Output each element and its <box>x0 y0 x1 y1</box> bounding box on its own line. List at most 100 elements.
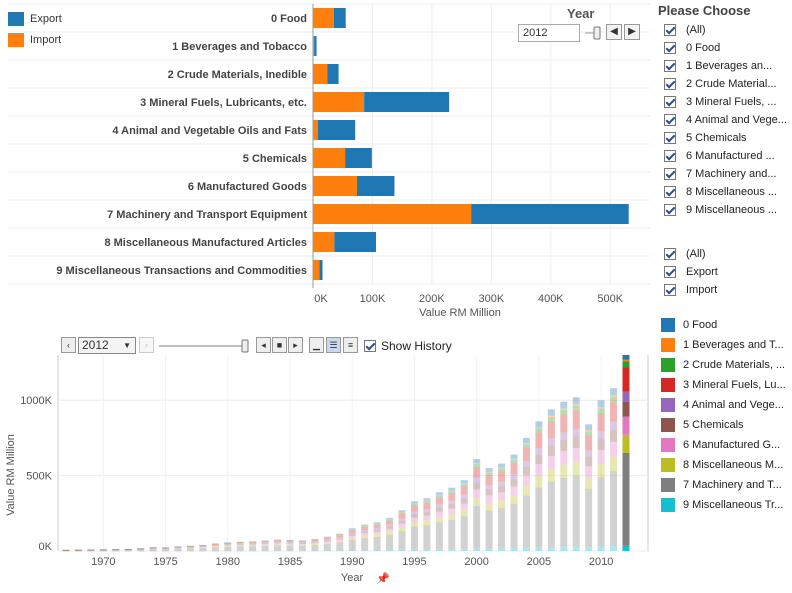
category-filter-item[interactable]: 8 Miscellaneous ... <box>664 186 777 198</box>
history-column-segment[interactable] <box>274 539 282 541</box>
history-column-segment[interactable] <box>261 544 269 546</box>
history-column-segment[interactable] <box>298 541 306 543</box>
history-column-segment[interactable] <box>398 523 406 528</box>
history-column-segment[interactable] <box>249 543 257 545</box>
history-column-segment[interactable] <box>597 408 605 414</box>
history-column-segment[interactable] <box>522 443 530 445</box>
checkbox[interactable] <box>664 96 676 108</box>
bar-import[interactable] <box>313 176 357 196</box>
history-column-segment[interactable] <box>585 431 593 436</box>
history-column-segment[interactable] <box>74 550 82 551</box>
history-column-segment[interactable] <box>298 544 306 546</box>
history-column-segment[interactable] <box>112 549 120 551</box>
history-column-segment[interactable] <box>211 543 219 544</box>
history-column-segment[interactable] <box>547 445 555 457</box>
checkbox[interactable] <box>664 60 676 72</box>
history-column-segment[interactable] <box>87 549 95 551</box>
history-column-segment[interactable] <box>386 524 394 527</box>
speed-fast-button[interactable]: ≡ <box>343 337 358 353</box>
history-column-segment[interactable] <box>249 543 257 544</box>
history-column-segment[interactable] <box>410 503 418 506</box>
history-column-segment[interactable] <box>547 438 555 446</box>
history-column-segment[interactable] <box>622 359 630 362</box>
history-column-segment[interactable] <box>435 511 443 517</box>
bar-export[interactable] <box>356 176 395 196</box>
history-column-segment[interactable] <box>87 550 95 552</box>
history-column-segment[interactable] <box>361 526 369 527</box>
history-column-segment[interactable] <box>560 450 568 465</box>
history-column-segment[interactable] <box>510 548 518 551</box>
category-filter-item[interactable]: 2 Crude Material... <box>664 78 776 90</box>
color-legend-item[interactable]: 8 Miscellaneous M... <box>661 458 783 472</box>
step-back-button[interactable]: ◂ <box>256 337 271 353</box>
history-column-segment[interactable] <box>62 549 70 551</box>
history-column-segment[interactable] <box>186 547 194 548</box>
history-column-segment[interactable] <box>274 541 282 543</box>
history-column-segment[interactable] <box>560 414 568 433</box>
history-column-segment[interactable] <box>62 549 70 551</box>
history-column-segment[interactable] <box>361 550 369 551</box>
history-column-segment[interactable] <box>236 543 244 545</box>
history-column-segment[interactable] <box>560 408 568 410</box>
history-column-segment[interactable] <box>610 388 618 396</box>
history-column-segment[interactable] <box>137 548 145 549</box>
pin-icon[interactable]: 📌 <box>376 571 390 585</box>
history-column-segment[interactable] <box>448 503 456 509</box>
history-column-segment[interactable] <box>112 549 120 550</box>
history-column-segment[interactable] <box>522 437 530 444</box>
speed-medium-button[interactable]: ☰ <box>326 337 341 353</box>
history-column-segment[interactable] <box>149 547 157 549</box>
history-column-segment[interactable] <box>124 549 132 551</box>
history-column-segment[interactable] <box>473 466 481 478</box>
history-column-segment[interactable] <box>336 539 344 541</box>
history-column-segment[interactable] <box>261 542 269 544</box>
history-column-segment[interactable] <box>560 432 568 440</box>
bar-import[interactable] <box>313 36 315 56</box>
history-column-segment[interactable] <box>510 459 518 463</box>
history-column-segment[interactable] <box>597 463 605 478</box>
history-column-segment[interactable] <box>323 550 331 552</box>
history-column-segment[interactable] <box>448 493 456 501</box>
history-column-segment[interactable] <box>610 402 618 422</box>
history-column-segment[interactable] <box>560 439 568 451</box>
history-column-segment[interactable] <box>522 485 530 496</box>
history-column-segment[interactable] <box>62 550 70 552</box>
history-column-segment[interactable] <box>162 548 170 549</box>
history-column-segment[interactable] <box>510 474 518 480</box>
history-column-segment[interactable] <box>572 397 580 405</box>
history-column-segment[interactable] <box>460 486 468 495</box>
checkbox[interactable] <box>664 78 676 90</box>
history-column-segment[interactable] <box>348 529 356 530</box>
history-column-segment[interactable] <box>460 503 468 510</box>
history-column-segment[interactable] <box>610 456 618 472</box>
history-column-segment[interactable] <box>274 540 282 541</box>
bar-import[interactable] <box>313 120 318 140</box>
history-column-segment[interactable] <box>485 502 493 511</box>
history-column-segment[interactable] <box>423 525 431 550</box>
year-next-button[interactable]: ▶ <box>624 24 640 40</box>
bar-import[interactable] <box>313 232 335 252</box>
history-column-segment[interactable] <box>137 549 145 550</box>
history-column-segment[interactable] <box>435 507 443 512</box>
history-column-segment[interactable] <box>211 545 219 547</box>
history-column-segment[interactable] <box>410 505 418 512</box>
history-column-segment[interactable] <box>112 549 120 551</box>
history-column-segment[interactable] <box>423 520 431 526</box>
history-column-segment[interactable] <box>112 550 120 551</box>
history-column-segment[interactable] <box>448 549 456 551</box>
history-column-segment[interactable] <box>336 542 344 551</box>
history-column-segment[interactable] <box>199 545 207 546</box>
bar-export[interactable] <box>345 148 372 168</box>
color-legend-item[interactable]: 3 Mineral Fuels, Lu... <box>661 378 786 392</box>
history-column-segment[interactable] <box>485 468 493 472</box>
history-column-segment[interactable] <box>585 466 593 478</box>
trade-filter-item[interactable]: (All) <box>664 248 706 260</box>
history-column-segment[interactable] <box>597 477 605 547</box>
history-column-segment[interactable] <box>274 544 282 546</box>
history-column-segment[interactable] <box>535 464 543 476</box>
bar-import[interactable] <box>313 64 328 84</box>
history-column-segment[interactable] <box>224 543 232 545</box>
history-column-segment[interactable] <box>199 546 207 548</box>
history-column-segment[interactable] <box>572 475 580 547</box>
history-column-segment[interactable] <box>398 527 406 532</box>
